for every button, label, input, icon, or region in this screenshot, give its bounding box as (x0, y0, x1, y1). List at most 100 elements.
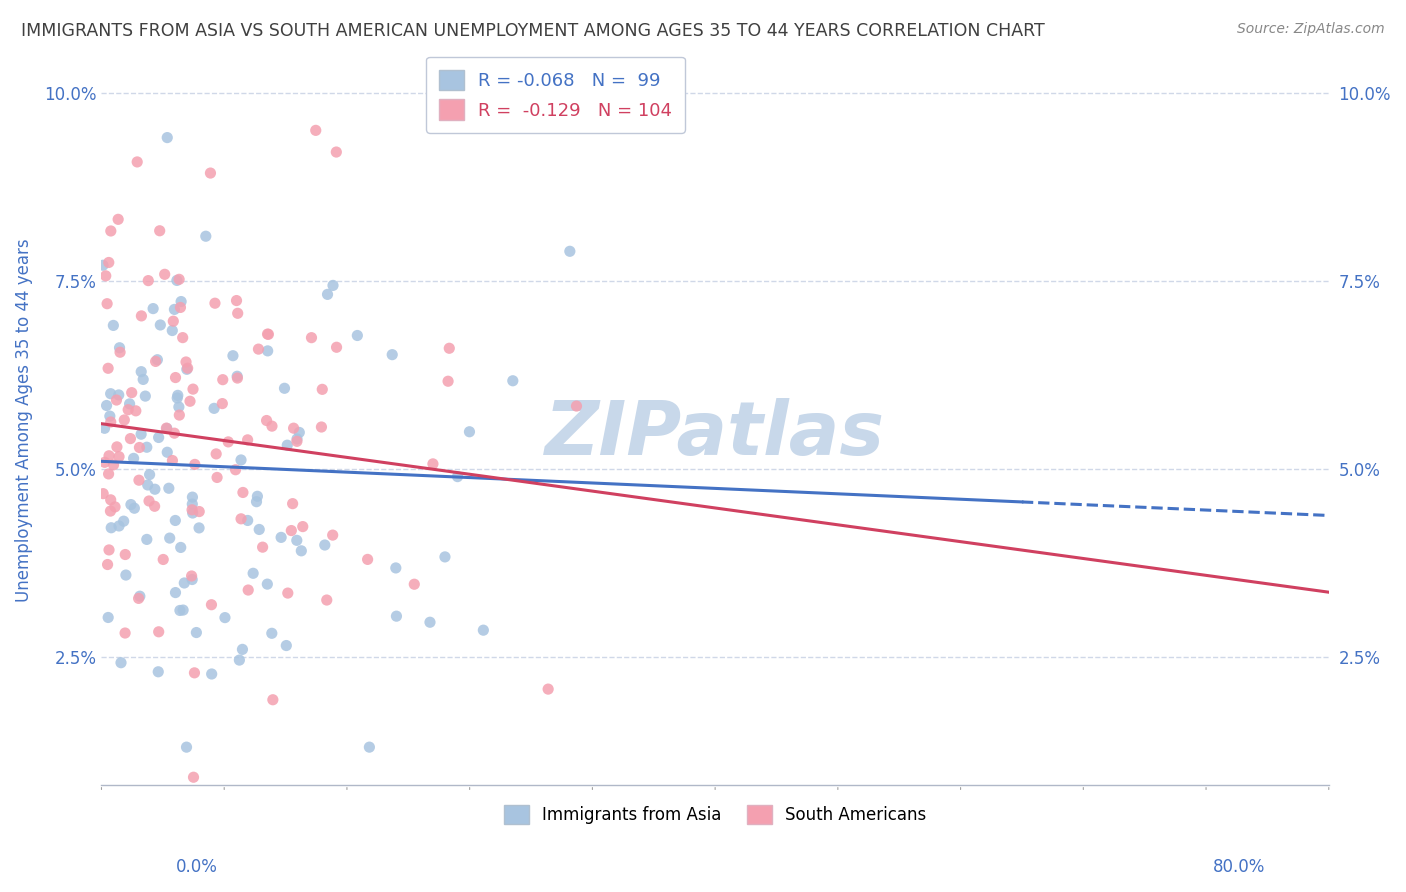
Point (120, 432, 142, 446)
Point (446, 469, 468, 483)
Point (256, 327, 278, 342)
Point (94, 268, 117, 283)
Point (103, 318, 125, 333)
Point (97, 255, 120, 269)
Point (134, 389, 156, 403)
Point (188, 504, 211, 518)
Point (163, 302, 186, 317)
Point (127, 155, 149, 169)
Point (262, 692, 284, 706)
Point (135, 440, 157, 454)
Point (91, 486, 114, 500)
Point (128, 589, 150, 603)
Point (169, 408, 191, 422)
Point (181, 503, 204, 517)
Point (256, 343, 278, 358)
Point (96, 399, 118, 413)
Point (205, 470, 228, 484)
Point (181, 506, 204, 520)
Point (301, 331, 323, 345)
Point (181, 490, 204, 504)
Point (211, 373, 233, 387)
Point (276, 639, 298, 653)
Point (247, 342, 270, 356)
Point (222, 349, 245, 363)
Point (155, 421, 177, 435)
Point (229, 453, 252, 467)
Point (260, 626, 283, 640)
Point (167, 272, 190, 286)
Point (385, 561, 408, 575)
Point (93, 455, 115, 469)
Point (122, 451, 145, 466)
Point (146, 352, 169, 367)
Point (305, 123, 328, 137)
Point (502, 374, 524, 388)
Point (181, 497, 204, 511)
Point (256, 577, 278, 591)
Point (439, 341, 461, 355)
Point (148, 430, 170, 444)
Point (143, 500, 166, 514)
Point (107, 388, 129, 402)
Point (291, 519, 314, 533)
Point (157, 481, 180, 495)
Point (183, 770, 205, 784)
Point (129, 427, 152, 442)
Point (162, 314, 184, 328)
Point (232, 485, 254, 500)
Point (96, 296, 118, 310)
Point (231, 642, 253, 657)
Point (270, 530, 292, 544)
Point (100, 415, 122, 429)
Point (359, 740, 381, 755)
Point (288, 425, 311, 440)
Point (194, 229, 217, 244)
Point (128, 591, 150, 606)
Point (257, 327, 280, 342)
Point (172, 603, 194, 617)
Point (100, 386, 122, 401)
Point (437, 374, 460, 388)
Point (184, 458, 207, 472)
Point (156, 445, 179, 459)
Point (112, 413, 135, 427)
Point (228, 653, 250, 667)
Point (322, 278, 344, 293)
Point (149, 224, 172, 238)
Y-axis label: Unemployment Among Ages 35 to 44 years: Unemployment Among Ages 35 to 44 years (15, 238, 32, 602)
Point (225, 293, 247, 308)
Point (167, 400, 190, 414)
Point (186, 625, 208, 640)
Point (558, 244, 581, 259)
Text: Source: ZipAtlas.com: Source: ZipAtlas.com (1237, 22, 1385, 37)
Point (433, 549, 456, 564)
Point (152, 552, 174, 566)
Point (129, 365, 152, 379)
Point (114, 548, 136, 562)
Point (381, 348, 404, 362)
Point (166, 391, 188, 405)
Point (153, 268, 176, 282)
Point (181, 573, 204, 587)
Point (128, 473, 150, 487)
Point (100, 504, 122, 518)
Point (252, 540, 274, 554)
Point (159, 531, 181, 545)
Point (211, 396, 233, 410)
Point (131, 309, 153, 323)
Point (176, 361, 198, 376)
Point (285, 434, 308, 449)
Point (285, 533, 308, 548)
Point (322, 528, 344, 542)
Point (165, 585, 187, 599)
Point (176, 740, 198, 755)
Point (104, 500, 127, 514)
Point (136, 478, 159, 492)
Point (173, 576, 195, 591)
Point (204, 296, 226, 310)
Point (256, 413, 278, 427)
Point (166, 273, 188, 287)
Point (91, 258, 114, 272)
Point (148, 624, 170, 639)
